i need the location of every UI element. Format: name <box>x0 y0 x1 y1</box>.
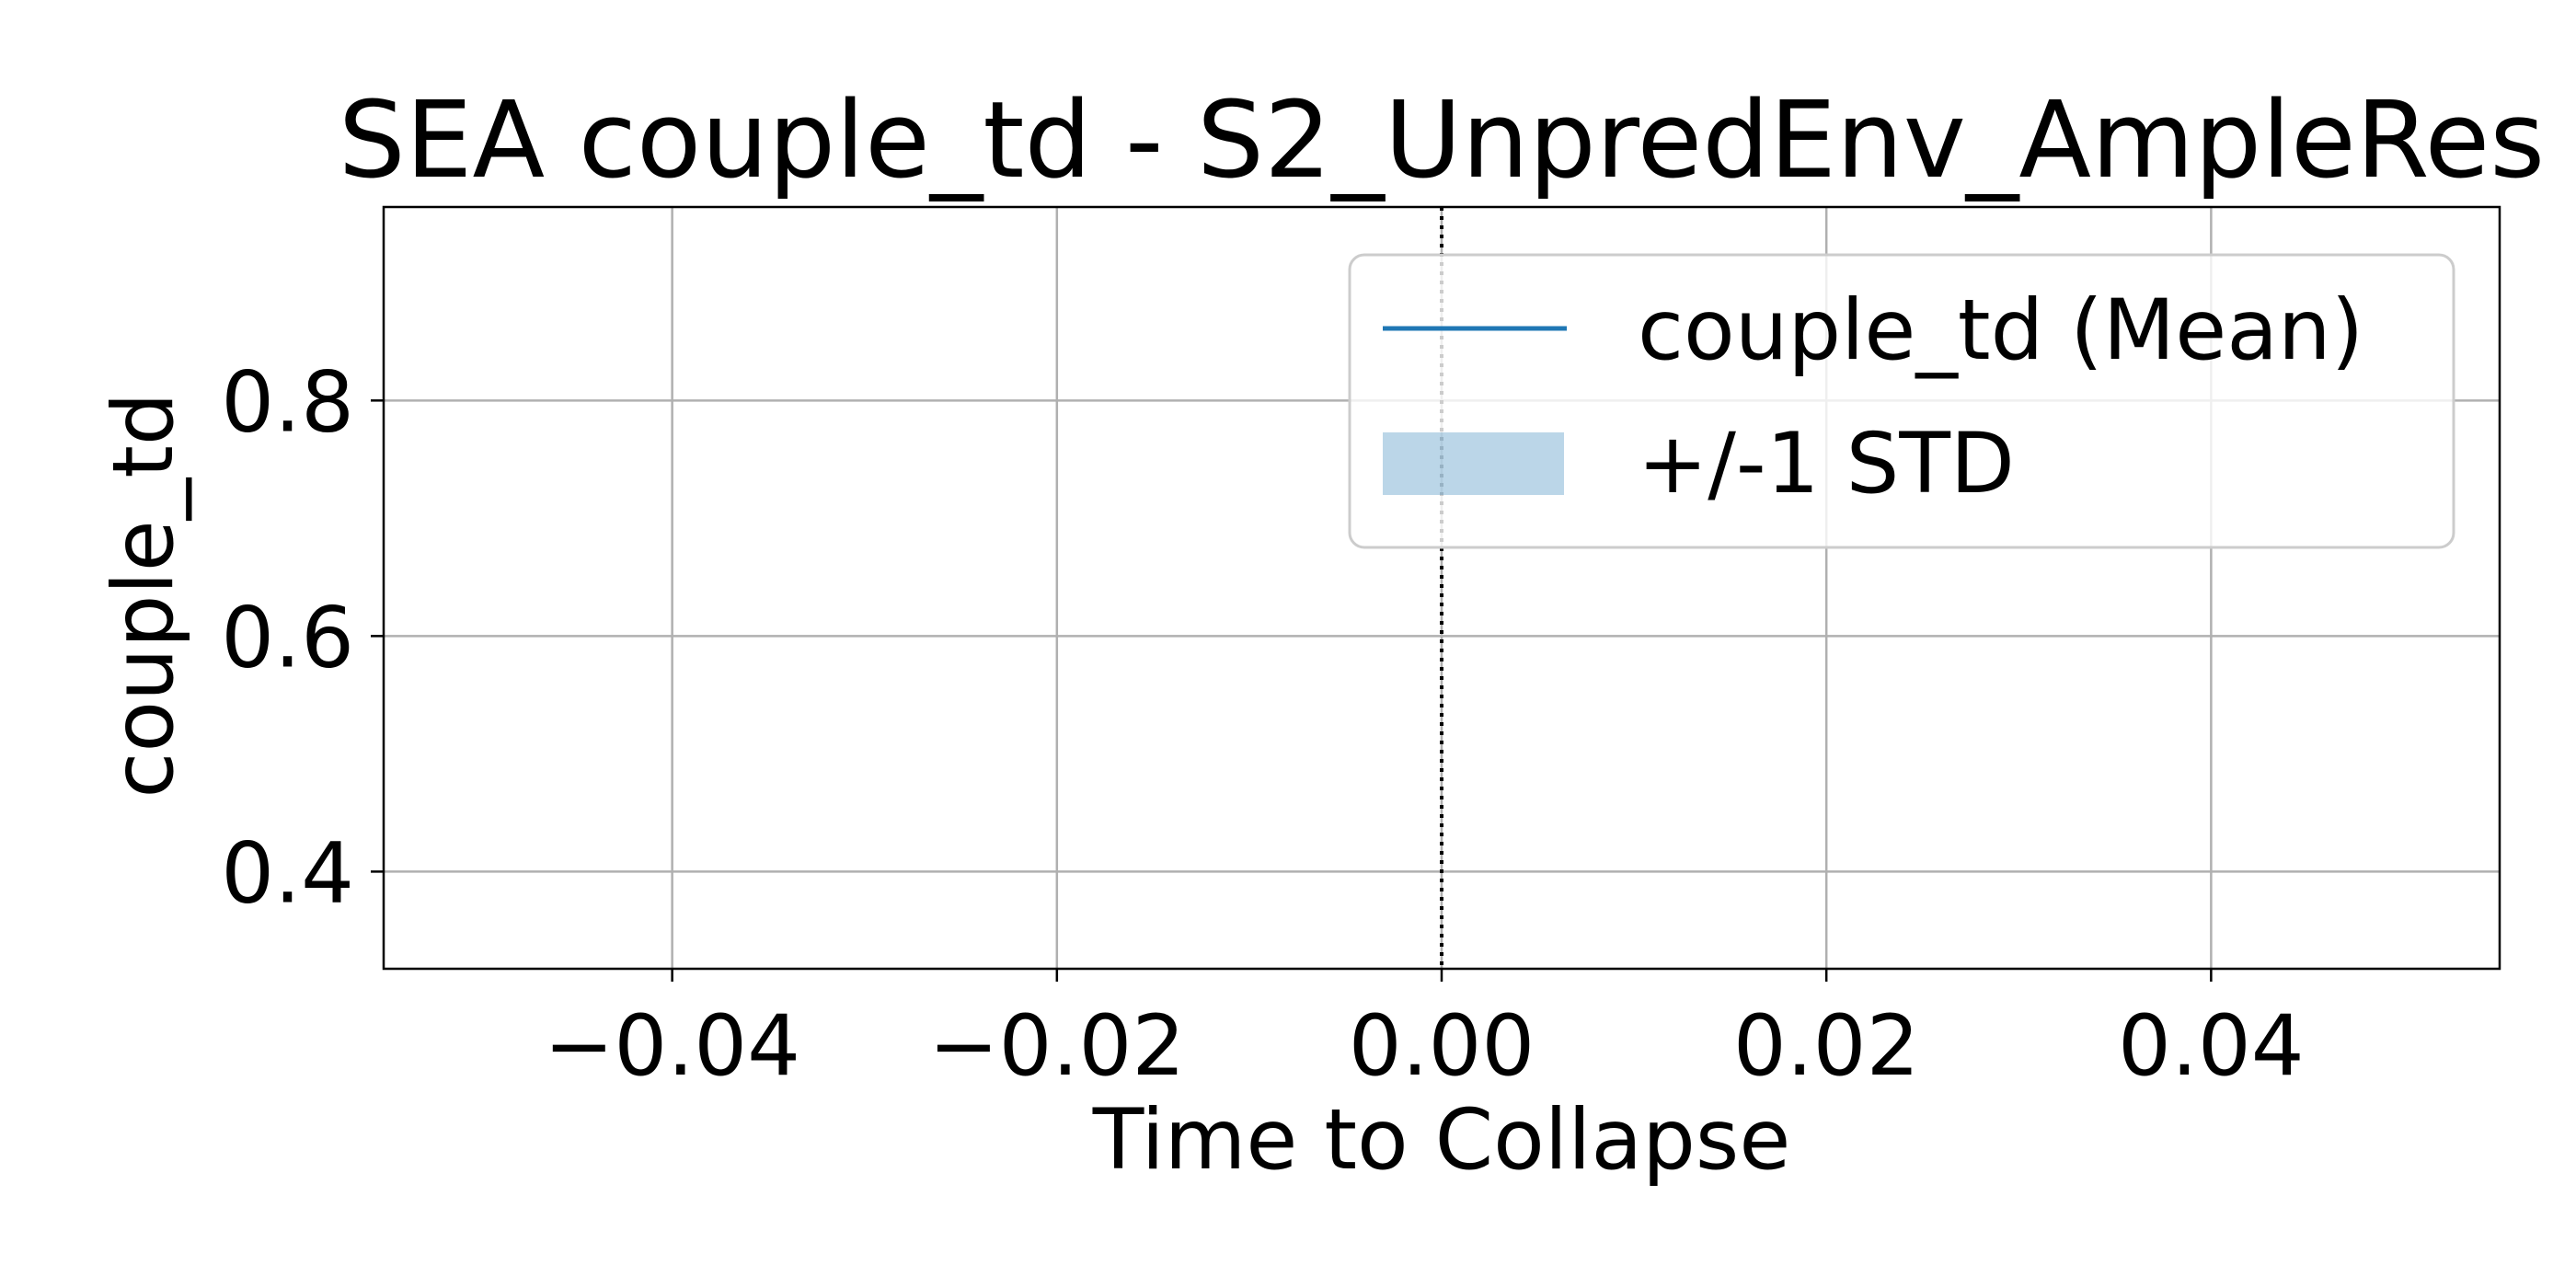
x-tick-label: 0.02 <box>1733 998 1920 1095</box>
legend-std-swatch <box>1383 432 1564 495</box>
legend: couple_td (Mean) +/-1 STD <box>1348 253 2455 549</box>
y-ticks: 0.4 0.6 0.8 <box>221 354 384 922</box>
x-ticks: −0.04 −0.02 0.00 0.02 0.04 <box>544 969 2305 1095</box>
chart-title: SEA couple_td - S2_UnpredEnv_AmpleRes <box>339 79 2545 202</box>
y-axis-label: couple_td <box>96 392 192 798</box>
x-axis-label: Time to Collapse <box>1092 1092 1791 1189</box>
x-tick-label: −0.02 <box>928 998 1185 1095</box>
x-tick-label: 0.00 <box>1349 998 1535 1095</box>
x-tick-label: −0.04 <box>544 998 800 1095</box>
legend-mean-label: couple_td (Mean) <box>1638 282 2363 379</box>
legend-box <box>1348 253 2455 549</box>
y-tick-label: 0.8 <box>221 354 354 451</box>
y-tick-label: 0.6 <box>221 590 354 686</box>
x-tick-label: 0.04 <box>2118 998 2305 1095</box>
y-tick-label: 0.4 <box>221 825 354 922</box>
legend-std-label: +/-1 STD <box>1638 416 2015 512</box>
